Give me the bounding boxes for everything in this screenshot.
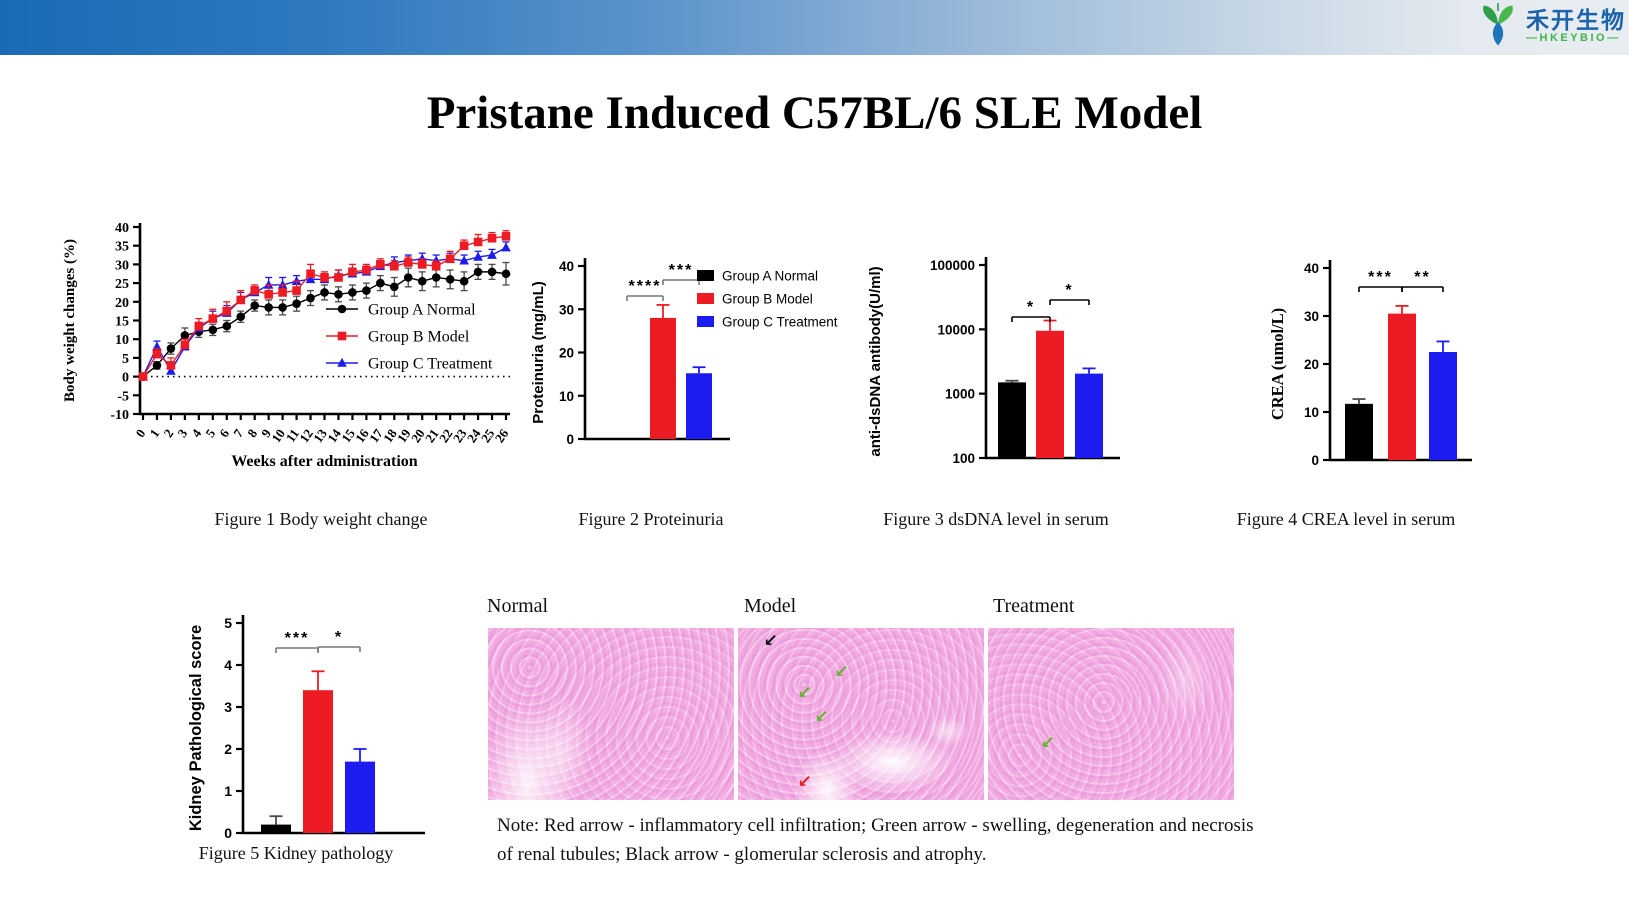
black-arrow-icon: → bbox=[757, 628, 783, 653]
body-weight-chart: 40 35 30 25 20 15 10 5 0 -5 -10 0 1 2 3 4 5 6 7 8 9 10 11 12 13 1… bbox=[58, 212, 520, 487]
svg-text:Body weight changes (%): Body weight changes (%) bbox=[62, 239, 78, 402]
svg-text:1000: 1000 bbox=[945, 387, 975, 402]
svg-text:1: 1 bbox=[224, 783, 232, 799]
green-arrow-icon: → bbox=[809, 703, 834, 729]
figure4-caption: Figure 4 CREA level in serum bbox=[1236, 509, 1456, 529]
svg-text:25: 25 bbox=[115, 277, 129, 292]
svg-text:0: 0 bbox=[566, 432, 574, 447]
crea-chart: 0 10 20 30 40 CREA (umol/L) *** ** bbox=[1255, 243, 1490, 478]
svg-text:4: 4 bbox=[188, 426, 204, 440]
svg-text:20: 20 bbox=[115, 296, 129, 311]
body-weight-chart-svg: 4035302520151050-5-100123456789101112131… bbox=[62, 221, 512, 470]
svg-text:10: 10 bbox=[559, 389, 574, 404]
svg-text:Weeks after administration: Weeks after administration bbox=[231, 453, 417, 470]
svg-text:Proteinuria (mg/mL): Proteinuria (mg/mL) bbox=[530, 281, 547, 424]
svg-text:Group A Normal: Group A Normal bbox=[722, 269, 818, 284]
company-name-cn: 禾开生物 bbox=[1526, 6, 1626, 33]
svg-text:20: 20 bbox=[559, 346, 574, 361]
svg-text:Group C Treatment: Group C Treatment bbox=[722, 315, 838, 330]
svg-text:0: 0 bbox=[224, 825, 232, 841]
svg-text:Kidney Pathological score: Kidney Pathological score bbox=[187, 625, 205, 831]
svg-text:***: *** bbox=[285, 630, 310, 647]
company-name-en: —HKEYBIO— bbox=[1526, 32, 1621, 45]
svg-text:10: 10 bbox=[115, 333, 129, 348]
svg-text:30: 30 bbox=[115, 258, 129, 273]
svg-text:5: 5 bbox=[202, 426, 218, 440]
svg-text:Group C Treatment: Group C Treatment bbox=[368, 356, 493, 373]
svg-text:*: * bbox=[335, 629, 343, 646]
red-arrow-icon: → bbox=[792, 769, 817, 794]
kidney-score-chart: 0 1 2 3 4 5 Kidney Pathological score *** * bbox=[185, 585, 447, 855]
svg-text:**: ** bbox=[1414, 269, 1430, 286]
leaf-logo-icon bbox=[1483, 3, 1513, 46]
svg-text:100000: 100000 bbox=[930, 258, 975, 273]
histology-image-model: → → → → → bbox=[738, 628, 984, 800]
histology-label-model: Model bbox=[744, 595, 797, 617]
green-arrow-icon: → bbox=[1035, 729, 1060, 754]
svg-text:40: 40 bbox=[1304, 261, 1319, 276]
svg-text:7: 7 bbox=[230, 426, 246, 440]
svg-text:CREA (umol/L): CREA (umol/L) bbox=[1268, 308, 1287, 420]
figure5-caption: Figure 5 Kidney pathology bbox=[198, 843, 394, 863]
svg-text:4: 4 bbox=[224, 657, 232, 673]
svg-text:0: 0 bbox=[122, 371, 129, 386]
svg-text:0: 0 bbox=[132, 426, 148, 440]
histology-label-normal: Normal bbox=[487, 595, 549, 617]
green-arrow-icon: → bbox=[829, 659, 854, 684]
svg-text:Group B Model: Group B Model bbox=[368, 329, 470, 346]
svg-text:35: 35 bbox=[115, 240, 129, 255]
svg-text:5: 5 bbox=[224, 615, 232, 631]
page-title: Pristane Induced C57BL/6 SLE Model bbox=[426, 87, 1203, 139]
svg-text:3: 3 bbox=[224, 699, 232, 715]
svg-text:-5: -5 bbox=[117, 389, 129, 404]
svg-text:****: **** bbox=[629, 278, 662, 295]
figure2-caption: Figure 2 Proteinuria bbox=[578, 509, 724, 529]
svg-text:15: 15 bbox=[115, 315, 129, 330]
dsdna-chart-svg: 100 1000 10000 100000 anti-dsDNA antibody(U/… bbox=[867, 257, 1120, 466]
figure3-caption: Figure 3 dsDNA level in serum bbox=[883, 509, 1109, 529]
svg-text:8: 8 bbox=[244, 426, 260, 440]
svg-text:26: 26 bbox=[492, 426, 512, 446]
svg-text:***: *** bbox=[669, 262, 694, 279]
histology-label-treatment: Treatment bbox=[993, 595, 1075, 617]
svg-text:*: * bbox=[1027, 299, 1035, 316]
svg-text:1: 1 bbox=[146, 426, 162, 440]
svg-text:10: 10 bbox=[1304, 405, 1319, 420]
svg-text:2: 2 bbox=[224, 741, 232, 757]
svg-text:*: * bbox=[1065, 282, 1073, 299]
svg-text:-10: -10 bbox=[110, 408, 129, 423]
histology-image-treatment: → bbox=[988, 628, 1234, 800]
svg-text:0: 0 bbox=[1311, 453, 1319, 468]
proteinuria-chart: 0 10 20 30 40 Proteinuria (mg/mL) **** *** Group… bbox=[523, 250, 868, 483]
svg-text:anti-dsDNA antibody(U/ml): anti-dsDNA antibody(U/ml) bbox=[867, 266, 884, 456]
svg-text:10000: 10000 bbox=[937, 322, 975, 337]
histology-image-normal bbox=[488, 628, 734, 800]
green-arrow-icon: → bbox=[792, 679, 817, 704]
svg-text:5: 5 bbox=[122, 352, 129, 367]
svg-text:20: 20 bbox=[1304, 357, 1319, 372]
svg-text:2: 2 bbox=[160, 426, 176, 440]
svg-text:100: 100 bbox=[952, 451, 975, 466]
company-logo: 禾开生物 —HKEYBIO— bbox=[1478, 3, 1626, 49]
svg-text:Group B Model: Group B Model bbox=[722, 292, 813, 307]
histology-note: Note: Red arrow - inflammatory cell infi… bbox=[497, 815, 1254, 865]
svg-text:40: 40 bbox=[559, 259, 574, 274]
header-bar bbox=[0, 0, 1629, 55]
figure1-caption: Figure 1 Body weight change bbox=[214, 509, 428, 529]
svg-text:6: 6 bbox=[216, 426, 232, 440]
svg-text:3: 3 bbox=[174, 426, 190, 440]
svg-text:30: 30 bbox=[1304, 309, 1319, 324]
svg-text:30: 30 bbox=[559, 302, 574, 317]
dsdna-chart: 100 1000 10000 100000 anti-dsDNA antibody(U/… bbox=[858, 243, 1143, 478]
svg-text:Group A Normal: Group A Normal bbox=[368, 302, 476, 319]
svg-text:***: *** bbox=[1368, 269, 1393, 286]
svg-text:40: 40 bbox=[115, 221, 129, 236]
